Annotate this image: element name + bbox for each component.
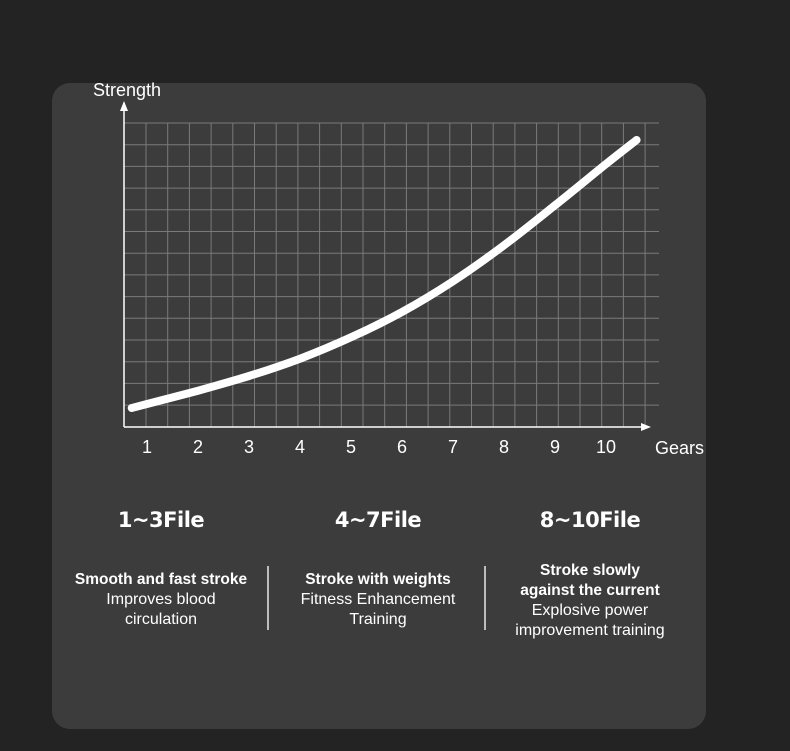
x-tick-labels: 1 2 3 4 5 6 7 8 9 10 [142, 437, 616, 457]
x-tick-label: 7 [448, 437, 458, 457]
strength-curve [127, 136, 641, 412]
segment-3-title: 8~10File [539, 508, 641, 532]
y-axis-title: Strength [93, 80, 161, 100]
x-tick-label: 2 [193, 437, 203, 457]
segment-divider-1 [267, 566, 269, 630]
segment-3-line-1: Explosive power [531, 602, 649, 619]
x-axis-arrow-icon [641, 423, 651, 431]
chart-grid [124, 122, 659, 427]
segment-3-line-2: improvement training [515, 622, 665, 639]
segment-1-title: 1~3File [117, 508, 205, 532]
x-tick-label: 9 [550, 437, 560, 457]
segment-1-line-1: Improves blood [106, 591, 216, 608]
x-tick-label: 10 [596, 437, 616, 457]
segment-2: 4~7File Stroke with weights Fitness Enha… [278, 508, 478, 628]
x-tick-label: 6 [397, 437, 407, 457]
segment-divider-2 [484, 566, 486, 630]
x-tick-label: 3 [244, 437, 254, 457]
segment-2-description: Stroke with weights Fitness Enhancement … [278, 570, 478, 630]
x-tick-label: 5 [346, 437, 356, 457]
segment-1-line-2: circulation [124, 611, 198, 628]
segment-2-strong-line-1: Stroke with weights [305, 571, 451, 588]
segment-2-line-2: Training [349, 611, 407, 628]
x-axis-title: Gears [655, 438, 704, 458]
segment-3: 8~10File Stroke slowly against the curre… [490, 508, 690, 639]
x-tick-label: 1 [142, 437, 152, 457]
segment-1-strong-line-1: Smooth and fast stroke [74, 571, 248, 588]
x-tick-label: 4 [295, 437, 305, 457]
chart-card [52, 83, 706, 729]
x-tick-label: 8 [499, 437, 509, 457]
chart-axes [120, 101, 651, 431]
segment-2-title: 4~7File [334, 508, 422, 532]
segment-3-description: Stroke slowly against the current Explos… [490, 561, 690, 641]
segment-1-description: Smooth and fast stroke Improves blood ci… [61, 570, 261, 630]
segment-1: 1~3File Smooth and fast stroke Improves … [61, 508, 261, 628]
segment-3-strong-line-1: Stroke slowly [540, 562, 640, 579]
segment-3-strong-line-2: against the current [520, 582, 660, 599]
segment-2-line-1: Fitness Enhancement [300, 591, 456, 608]
y-axis-arrow-icon [120, 101, 128, 111]
